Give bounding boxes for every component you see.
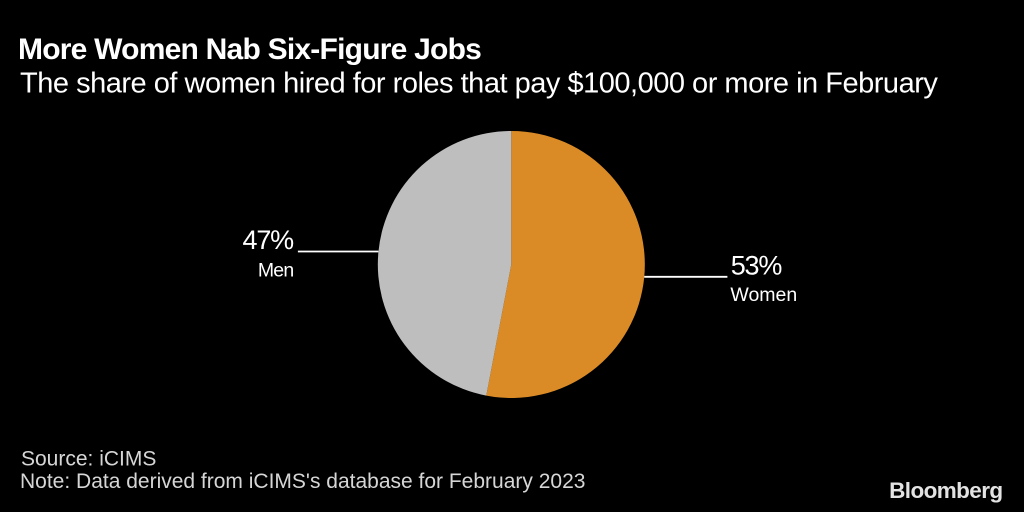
svg-text:Source: iCIMS: Source: iCIMS (21, 448, 156, 471)
svg-text:47%: 47% (243, 225, 295, 255)
svg-text:53%: 53% (731, 251, 783, 281)
svg-text:Men: Men (258, 259, 294, 281)
svg-text:More Women Nab Six-Figure Jobs: More Women Nab Six-Figure Jobs (18, 33, 481, 66)
svg-text:The share of women hired for r: The share of women hired for roles that … (20, 67, 938, 99)
svg-text:Women: Women (730, 284, 797, 306)
svg-text:Bloomberg: Bloomberg (889, 478, 1002, 503)
svg-text:Note: Data derived from iCIMS': Note: Data derived from iCIMS's database… (20, 470, 585, 493)
